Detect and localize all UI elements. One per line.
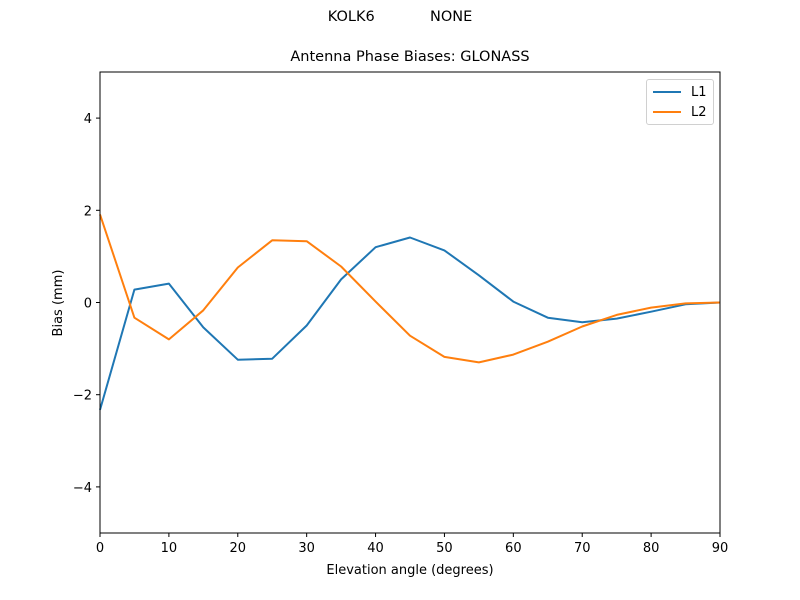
legend-item-l1: L1 [653,82,707,102]
data-lines [99,214,721,411]
x-tick-label: 80 [643,541,660,556]
x-tick-label: 0 [96,541,104,556]
series-line-l2 [99,214,721,364]
x-tick-label: 70 [574,541,591,556]
y-axis-label: Bias (mm) [51,270,66,337]
axes-frame [99,71,721,534]
y-tick-label: −2 [73,389,92,404]
figure-suptitle: KOLK6 NONE [327,9,473,25]
legend: L1 L2 [646,79,714,125]
legend-label: L1 [691,84,707,100]
y-tick-label: −4 [73,481,92,496]
x-tick-label: 40 [367,541,384,556]
series-line-l1 [99,236,721,411]
x-tick-label: 90 [712,541,729,556]
y-tick-label: 4 [84,112,92,127]
chart-title: Antenna Phase Biases: GLONASS [290,49,530,65]
legend-swatch-l1 [653,91,681,93]
x-axis-label: Elevation angle (degrees) [326,563,493,578]
legend-swatch-l2 [653,111,681,113]
x-tick-label: 10 [161,541,178,556]
y-tick-label: 2 [84,204,92,219]
x-tick-label: 60 [505,541,522,556]
legend-item-l2: L2 [653,102,707,122]
x-tick-label: 30 [298,541,315,556]
x-tick-label: 20 [230,541,247,556]
y-tick-label: 0 [84,297,92,312]
x-tick-label: 50 [436,541,453,556]
legend-label: L2 [691,104,707,120]
